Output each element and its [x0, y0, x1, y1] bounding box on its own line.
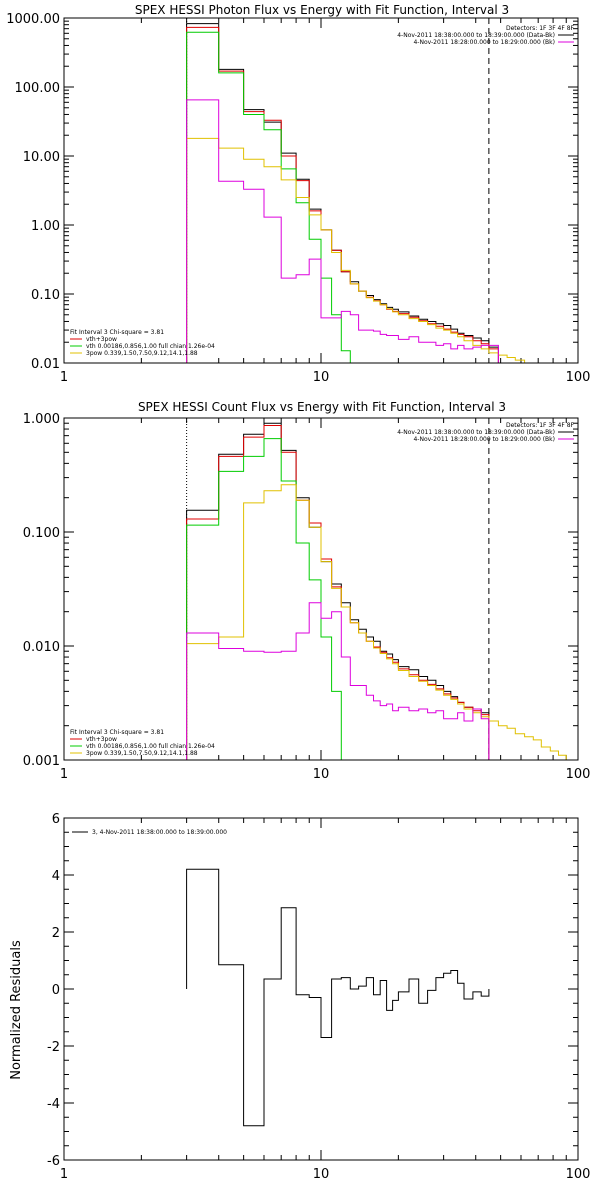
residuals-y-tick-label: -6 [47, 1154, 60, 1169]
residuals-y-tick-label: 6 [52, 812, 60, 827]
photon-series-2-line [186, 31, 351, 363]
residuals-ylabel: Normalized Residuals [9, 940, 24, 1080]
count-legend-bottom-left: Fit Interval 3 Chi-square = 3.81 vth+3po… [70, 729, 215, 757]
photon-y-tick-label: 0.10 [31, 288, 60, 303]
count-series-0-line [186, 422, 490, 760]
photon-legend-fit: vth+3pow [86, 336, 117, 343]
count-y-tick-label: 0.001 [23, 754, 60, 769]
photon-plot-frame [63, 17, 579, 364]
photon-panel-title: SPEX HESSI Photon Flux vs Energy with Fi… [135, 3, 509, 17]
count-series-4-line [186, 602, 490, 760]
photon-x-tick-label: 100 [566, 370, 591, 385]
residuals-y-tick-label: -4 [47, 1097, 60, 1112]
count-series-1-line [186, 425, 490, 760]
photon-legend-bottom-left: Fit Interval 3 Chi-square = 3.81 vth+3po… [70, 329, 215, 357]
photon-legend-top-right: Detectors: 1F 3F 4F 8F 4-Nov-2011 18:38:… [397, 25, 574, 46]
photon-x-tick-label: 10 [313, 370, 330, 385]
residuals-legend: 3, 4-Nov-2011 18:38:00.000 to 18:39:00.0… [72, 829, 227, 836]
residuals-x-tick-label: 10 [313, 1167, 330, 1182]
count-legend-data: 4-Nov-2011 18:38:00.000 to 18:39:00.000 … [397, 429, 555, 436]
photon-legend-header: Detectors: 1F 3F 4F 8F [506, 25, 575, 32]
count-fit-info: Fit Interval 3 Chi-square = 3.81 [70, 729, 164, 736]
count-plot-area: 1 10 100 0.001 0.010 0.100 1.000 [23, 412, 591, 782]
count-panel-title: SPEX HESSI Count Flux vs Energy with Fit… [138, 400, 506, 414]
count-x-tick-label: 1 [60, 767, 68, 782]
residuals-y-tick-label: 2 [52, 926, 60, 941]
residuals-legend-text: 3, 4-Nov-2011 18:38:00.000 to 18:39:00.0… [92, 829, 227, 836]
count-y-tick-label: 0.100 [23, 526, 60, 541]
residuals-series-0-line [186, 868, 490, 1127]
photon-series-3-line [186, 137, 534, 363]
photon-series-0-line [186, 23, 499, 363]
count-legend-fit: vth+3pow [86, 736, 117, 743]
count-legend-header: Detectors: 1F 3F 4F 8F [506, 422, 575, 429]
count-series-2-line [186, 438, 351, 760]
photon-fit-info: Fit Interval 3 Chi-square = 3.81 [70, 329, 164, 336]
photon-y-tick-label: 0.01 [31, 357, 60, 372]
photon-legend-data: 4-Nov-2011 18:38:00.000 to 18:39:00.000 … [397, 32, 555, 39]
residuals-plot-area: 1 10 100 -6 -4 -2 0 2 4 6 [47, 812, 590, 1182]
count-legend-top-right: Detectors: 1F 3F 4F 8F 4-Nov-2011 18:38:… [397, 422, 574, 443]
photon-flux-panel: SPEX HESSI Photon Flux vs Energy with Fi… [6, 3, 590, 385]
count-flux-panel: SPEX HESSI Count Flux vs Energy with Fit… [23, 400, 591, 782]
count-y-tick-label: 0.010 [23, 640, 60, 655]
count-legend-vth: vth 0.00186,0.856,1.00 full chian 1.26e-… [86, 743, 215, 750]
count-x-tick-label: 100 [566, 767, 591, 782]
count-x-tick-label: 10 [313, 767, 330, 782]
residuals-panel: Normalized Residuals 1 10 100 -6 -4 -2 0 2 4 6 3,… [9, 812, 590, 1182]
residuals-y-tick-label: 4 [52, 869, 60, 884]
residuals-x-tick-label: 100 [566, 1167, 591, 1182]
photon-legend-3pow: 3pow 0.339,1.50,7.50,9.12,14.1,1.88 [86, 350, 198, 357]
count-y-tick-label: 1.000 [23, 412, 60, 427]
photon-legend-vth: vth 0.00186,0.856,1.00 full chian 1.26e-… [86, 343, 215, 350]
photon-y-tick-label: 100.00 [15, 81, 61, 96]
photon-series-4-line [186, 99, 499, 363]
photon-y-tick-label: 10.00 [23, 150, 60, 165]
count-legend-3pow: 3pow 0.339,1.50,7.50,9.12,14.1,1.88 [86, 750, 198, 757]
residuals-y-tick-label: -2 [47, 1040, 60, 1055]
count-series-3-line [186, 484, 574, 760]
count-plot-frame [63, 417, 579, 761]
residuals-plot-frame [63, 817, 579, 1161]
residuals-y-tick-label: 0 [52, 983, 60, 998]
photon-y-tick-label: 1.00 [31, 219, 60, 234]
residuals-x-tick-label: 1 [60, 1167, 68, 1182]
photon-series-1-line [186, 26, 499, 363]
photon-legend-bk: 4-Nov-2011 18:28:00.000 to 18:29:00.000 … [413, 39, 555, 46]
photon-x-tick-label: 1 [60, 370, 68, 385]
photon-y-tick-label: 1000.00 [6, 12, 60, 27]
count-legend-bk: 4-Nov-2011 18:28:00.000 to 18:29:00.000 … [413, 436, 555, 443]
